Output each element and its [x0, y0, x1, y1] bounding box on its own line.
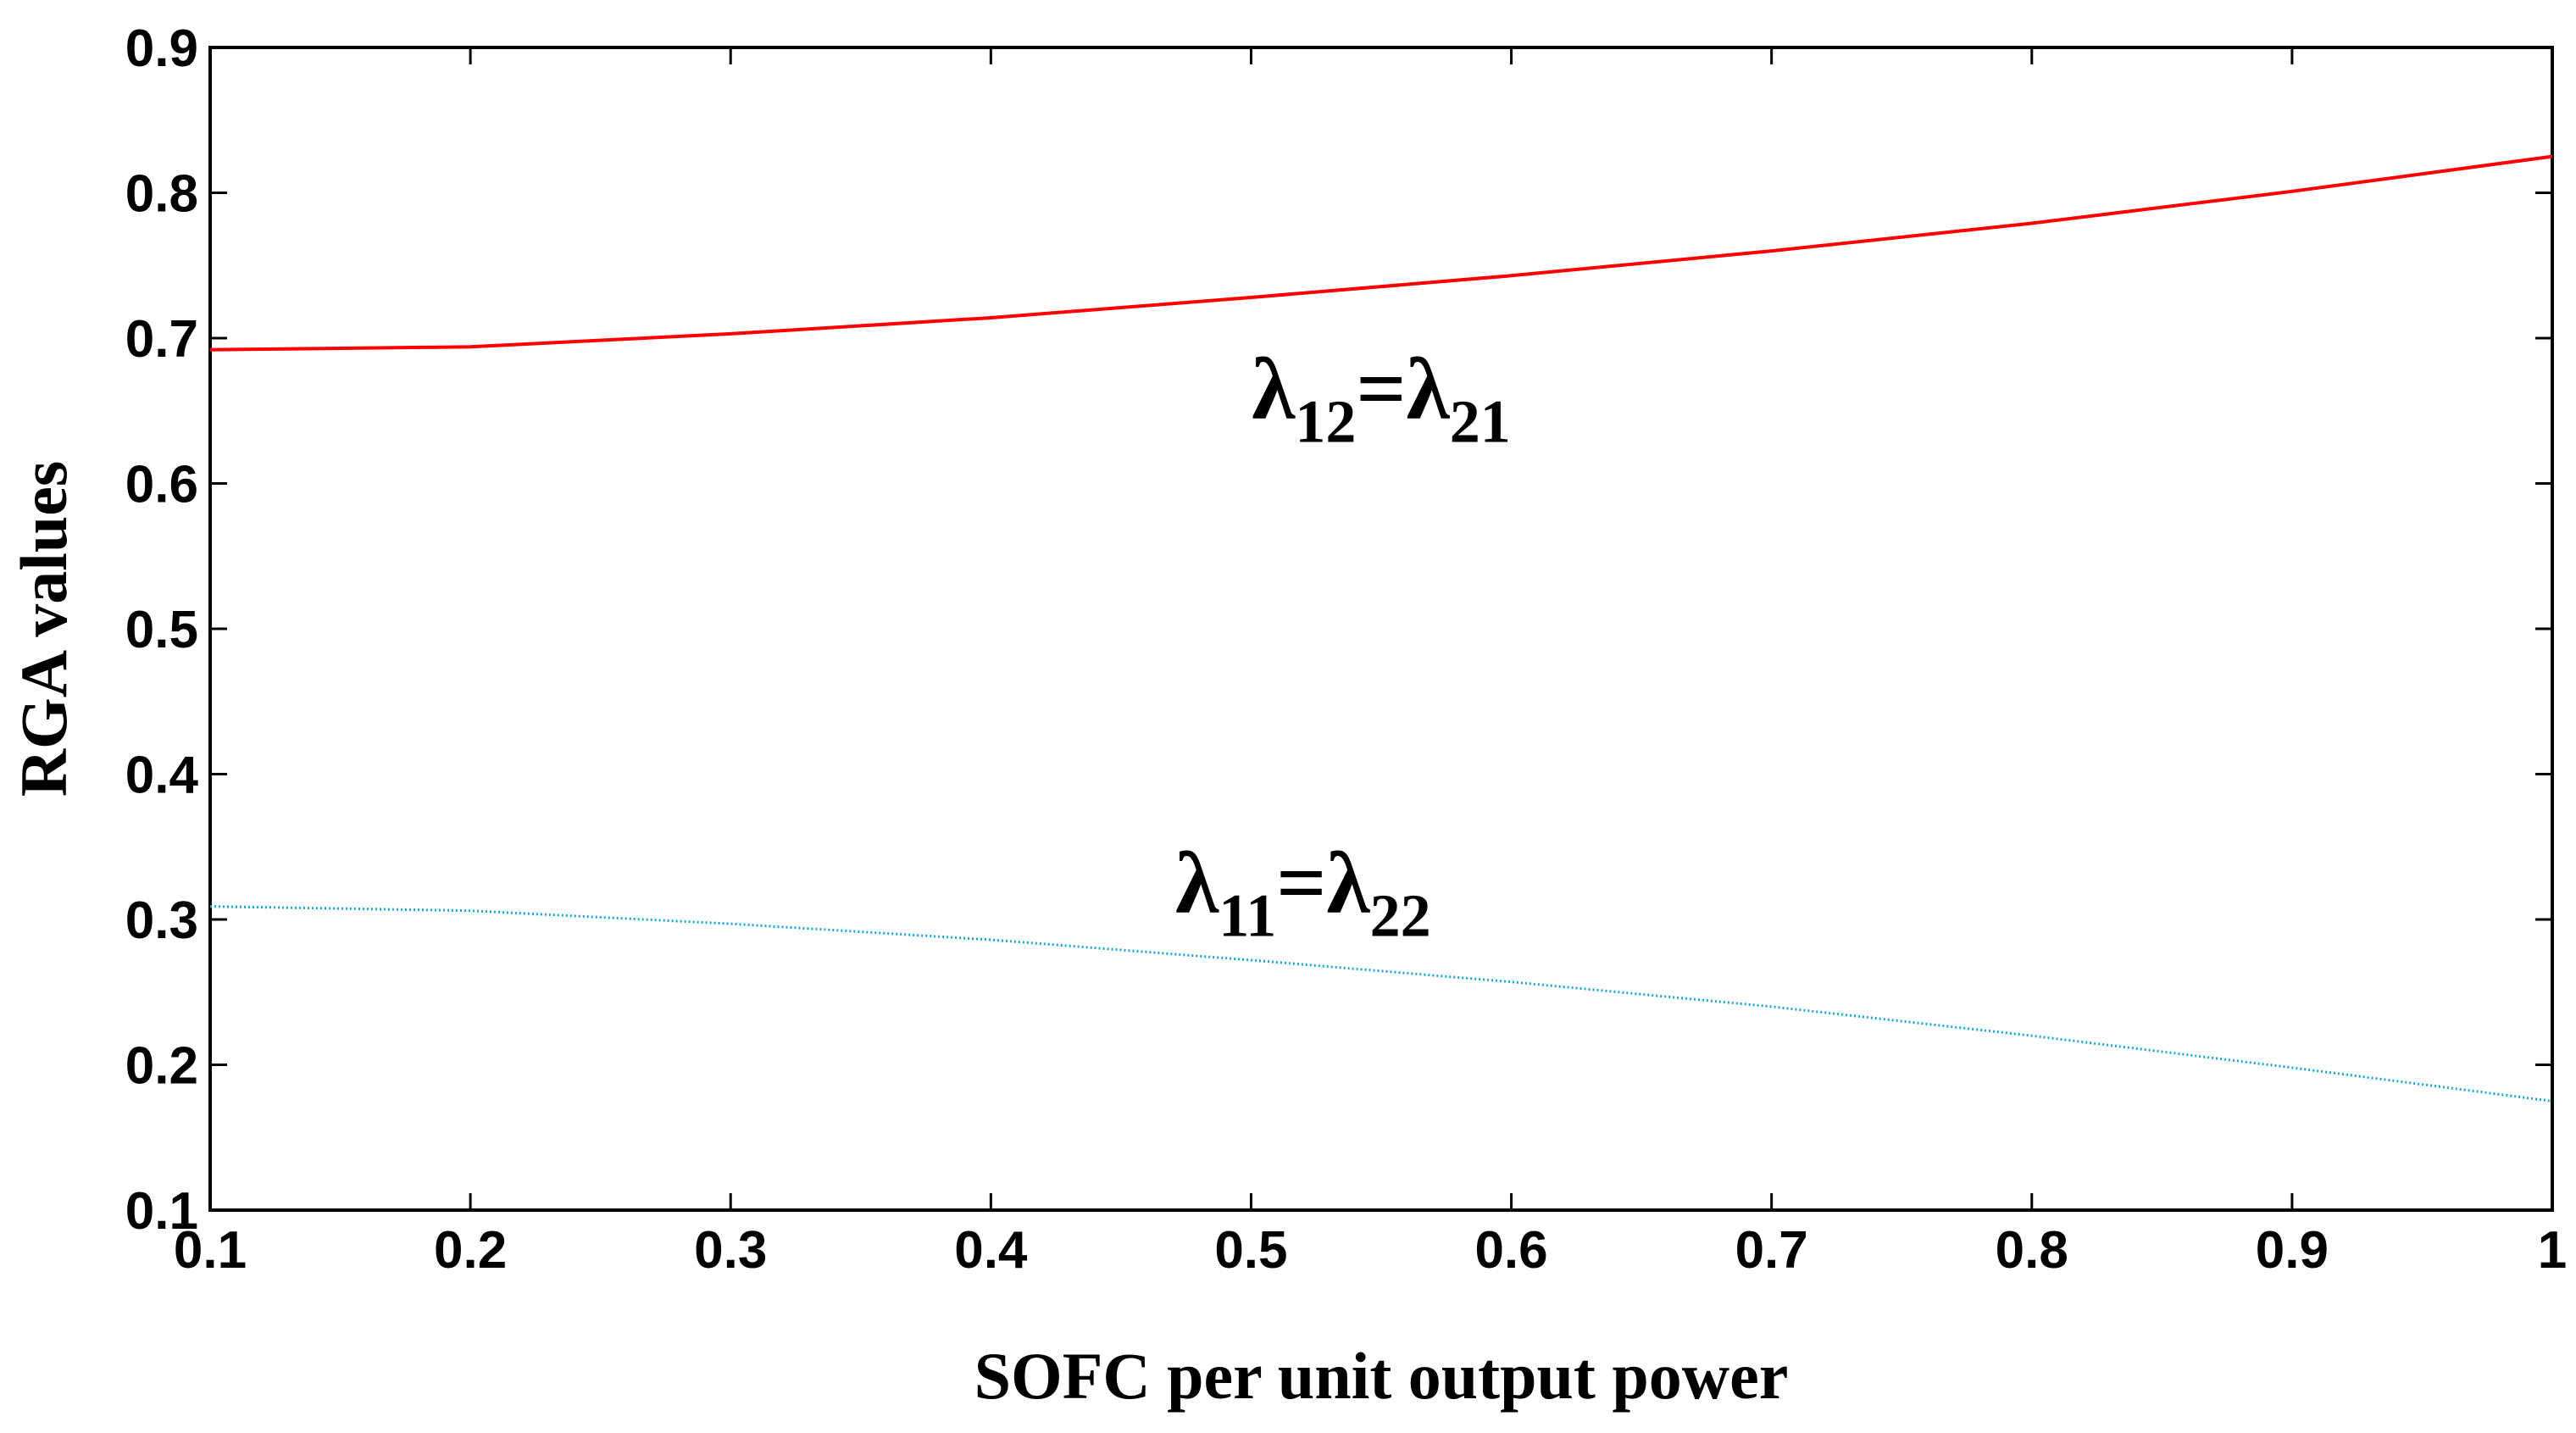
x-tick-label: 0.2 — [434, 1221, 507, 1280]
x-tick-label: 0.6 — [1474, 1221, 1547, 1280]
x-tick-labels: 0.1 0.2 0.3 0.4 0.5 0.6 0.7 0.8 0.9 1 — [174, 1221, 2567, 1280]
curve-annotation-1: λ12=λ21 — [1252, 340, 1510, 455]
y-tick-label: 0.4 — [125, 747, 199, 805]
annotation-eq: = — [1276, 834, 1326, 931]
annotation-main2: λ — [1407, 340, 1451, 437]
y-tick-labels: 0.1 0.2 0.3 0.4 0.5 0.6 0.7 0.8 0.9 — [125, 19, 199, 1241]
x-tick-label: 0.9 — [2256, 1221, 2329, 1280]
y-tick-label: 0.9 — [125, 19, 198, 78]
x-tick-label: 0.4 — [954, 1221, 1028, 1280]
y-tick-label: 0.5 — [125, 601, 198, 659]
series-line-1 — [209, 154, 2553, 352]
y-tick-label: 0.1 — [125, 1182, 198, 1241]
x-axis-label: SOFC per unit output power — [974, 1339, 1789, 1413]
annotation-sub1: 12 — [1295, 387, 1356, 455]
y-tick-label: 0.7 — [125, 310, 198, 369]
y-axis-label: RGA values — [7, 461, 80, 797]
axis-ticks — [208, 46, 2554, 1212]
x-tick-label: 0.8 — [1996, 1221, 2068, 1280]
x-tick-label: 0.5 — [1214, 1221, 1287, 1280]
annotation-sub2: 21 — [1450, 387, 1511, 455]
curve-annotation-2: λ11=λ22 — [1175, 834, 1430, 949]
x-tick-label: 1 — [2538, 1221, 2567, 1280]
annotation-eq: = — [1356, 340, 1406, 437]
annotation-sub1: 11 — [1219, 881, 1276, 949]
annotation-main1: λ — [1252, 340, 1296, 437]
x-tick-label: 0.1 — [174, 1221, 247, 1280]
annotation-sub2: 22 — [1370, 881, 1431, 949]
x-tick-label: 0.7 — [1735, 1221, 1808, 1280]
plot-area — [208, 46, 2554, 1212]
y-tick-label: 0.8 — [125, 165, 198, 224]
annotation-main1: λ — [1175, 834, 1219, 931]
x-tick-label: 0.3 — [694, 1221, 767, 1280]
annotation-main2: λ — [1327, 834, 1371, 931]
series-line-2 — [209, 905, 2553, 1103]
y-tick-label: 0.6 — [125, 456, 198, 514]
y-tick-label: 0.2 — [125, 1037, 198, 1096]
series-lines — [209, 154, 2553, 1103]
y-tick-label: 0.3 — [125, 891, 198, 950]
